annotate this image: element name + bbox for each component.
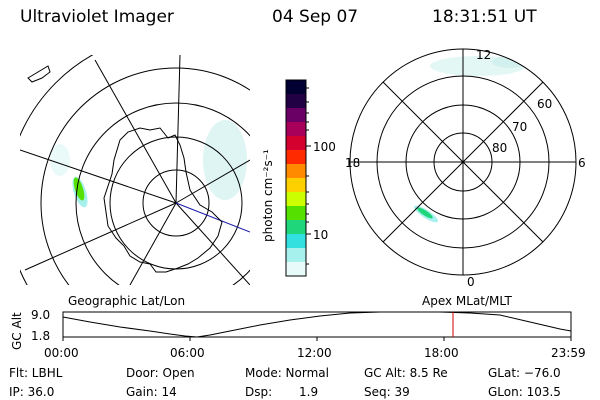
seq-info: Seq: 39	[364, 385, 410, 399]
geographic-map	[20, 55, 250, 285]
colorbar-segment	[286, 94, 306, 109]
mlat-label-70: 70	[512, 120, 528, 134]
mlt-label-18: 18	[345, 156, 361, 170]
colorbar-label-10: 10	[313, 228, 329, 242]
altitude-axis-label: GC Alt	[10, 312, 24, 350]
altitude-plot	[62, 311, 572, 341]
door-info: Door: Open	[126, 366, 195, 380]
meridians	[20, 55, 250, 285]
altitude-ytick-bottom: 1.8	[31, 329, 51, 343]
ip-info: IP: 36.0	[9, 385, 55, 399]
altitude-frame	[62, 311, 572, 338]
gc-alt-info: GC Alt: 8.5 Re	[364, 366, 448, 380]
mlt-spokes	[350, 49, 576, 275]
altitude-xtick-0000: 00:00	[44, 346, 79, 360]
colorbar-segment	[286, 206, 306, 221]
colorbar-gradient	[286, 80, 306, 277]
coastline	[103, 127, 223, 273]
colorbar-segment	[286, 164, 306, 179]
mlt-label-6: 6	[578, 156, 586, 170]
colorbar-segment	[286, 192, 306, 207]
glat-info: GLat: −76.0	[488, 366, 561, 380]
glon-info: GLon: 103.5	[488, 385, 561, 399]
aurora-spot-core	[417, 207, 433, 219]
gain-info: Gain: 14	[126, 385, 177, 399]
altitude-xtick-1800: 18:00	[424, 346, 459, 360]
terminator-line	[175, 202, 250, 233]
colorbar-unit-label: photon cm⁻²s⁻¹	[261, 149, 275, 242]
colorbar-segment	[286, 178, 306, 193]
dsp-label: Dsp:	[245, 385, 273, 399]
mlt-label-12: 12	[476, 48, 492, 62]
polar-mlt-plot	[349, 48, 577, 276]
altitude-xtick-0600: 06:00	[170, 346, 205, 360]
mlat-label-80: 80	[492, 141, 508, 155]
colorbar-segment	[286, 150, 306, 165]
filter-info: Flt: LBHL	[9, 366, 63, 380]
altitude-curve	[62, 311, 572, 338]
colorbar-segment	[286, 234, 306, 249]
colorbar-segment	[286, 122, 306, 137]
colorbar-minor-ticks	[306, 87, 309, 265]
aurora-haze	[203, 120, 247, 200]
geographic-map-title: Geographic Lat/Lon	[68, 294, 186, 308]
aurora-spot-core	[73, 177, 85, 201]
time-label: 18:31:51 UT	[432, 7, 537, 27]
colorbar-segment	[286, 136, 306, 151]
altitude-ytick-top: 9.0	[31, 308, 51, 322]
mlt-label-0: 0	[467, 275, 475, 289]
colorbar-label-100: 100	[313, 140, 336, 154]
mode-info: Mode: Normal	[245, 366, 329, 380]
aurora-haze	[50, 144, 70, 176]
colorbar-segment	[286, 248, 306, 263]
date-label: 04 Sep 07	[272, 7, 359, 27]
coastline-island	[27, 65, 51, 83]
colorbar-frame	[285, 79, 307, 277]
altitude-xtick-1200: 12:00	[297, 346, 332, 360]
colorbar	[285, 79, 311, 277]
apex-map-title: Apex MLat/MLT	[422, 294, 512, 308]
altitude-xtick-2359: 23:59	[551, 346, 586, 360]
colorbar-segment	[286, 80, 306, 95]
colorbar-segment	[286, 108, 306, 123]
altitude-ticks	[62, 337, 572, 341]
colorbar-segment	[286, 262, 306, 277]
mlat-label-60: 60	[537, 97, 553, 111]
instrument-title: Ultraviolet Imager	[20, 7, 174, 27]
dsp-value: 1.9	[299, 385, 319, 399]
colorbar-segment	[286, 220, 306, 235]
